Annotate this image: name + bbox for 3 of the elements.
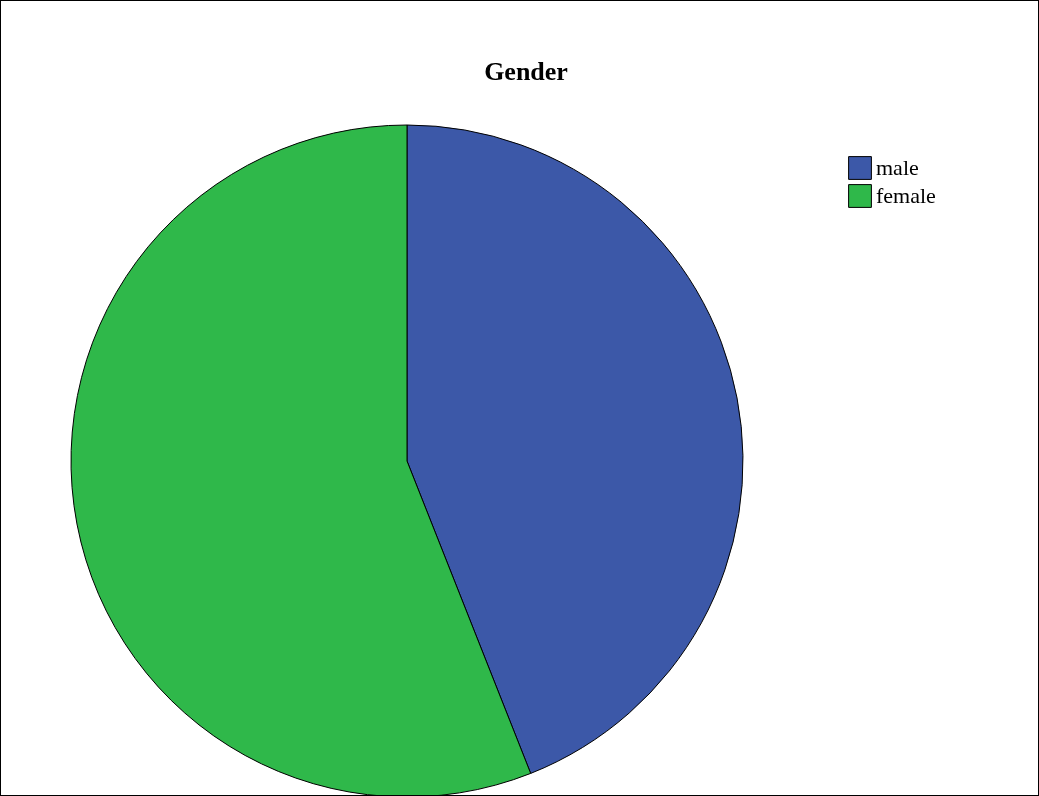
chart-title: Gender [484, 57, 568, 86]
legend-label: female [876, 183, 936, 208]
legend-label: male [876, 155, 919, 180]
